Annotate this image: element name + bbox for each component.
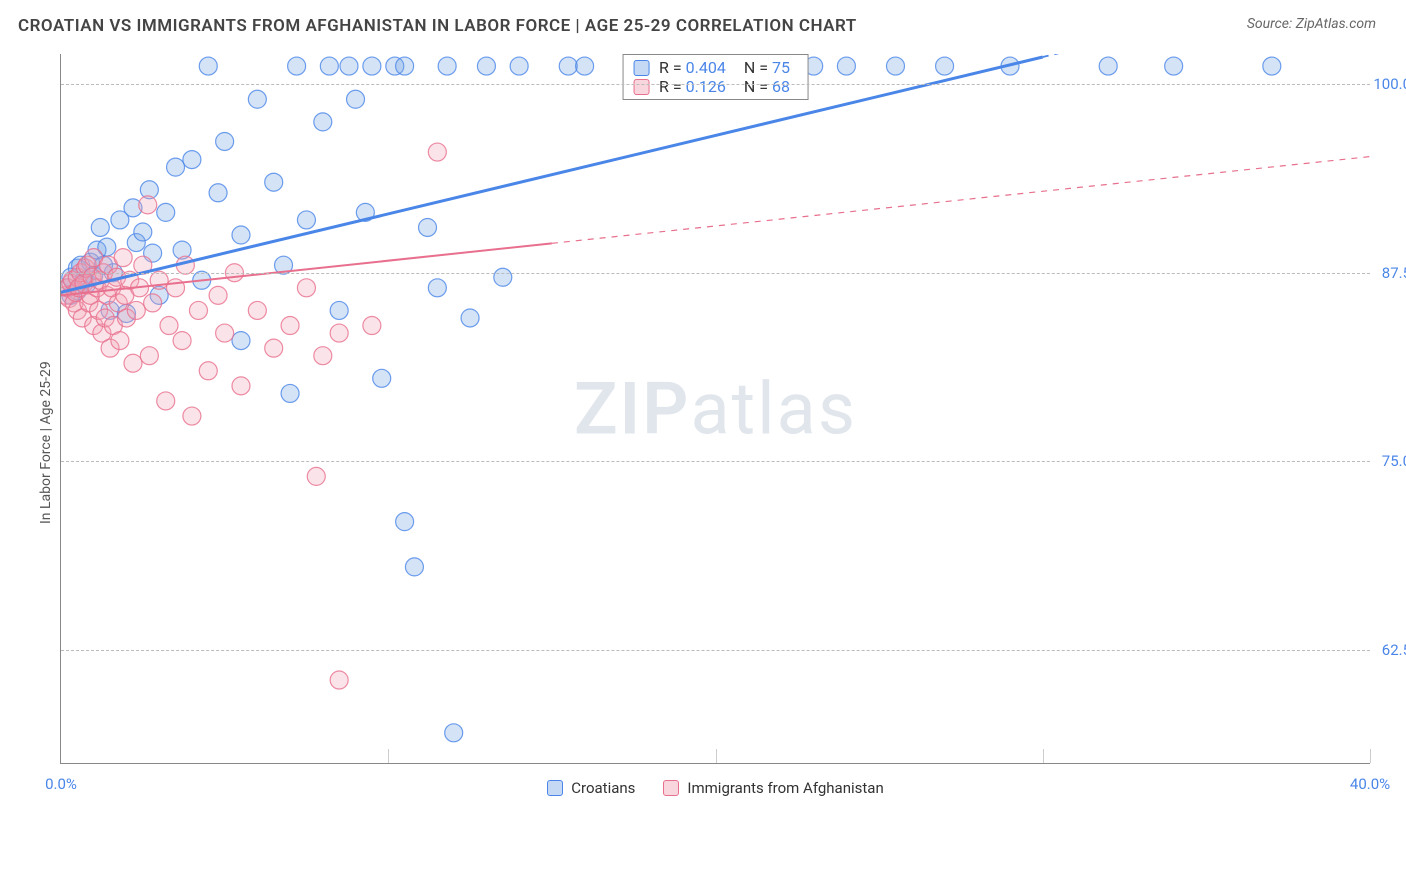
source-attribution: Source: ZipAtlas.com: [1247, 16, 1376, 32]
y-tick-label: 87.5%: [1362, 264, 1406, 282]
chart-header: CROATIAN VS IMMIGRANTS FROM AFGHANISTAN …: [0, 0, 1406, 40]
legend-label: Immigrants from Afghanistan: [687, 779, 883, 797]
legend-stats-text: R = 0.404N = 75: [659, 58, 790, 77]
x-tick-label: 0.0%: [45, 775, 77, 793]
legend-swatch: [547, 780, 563, 796]
legend-item: Immigrants from Afghanistan: [663, 779, 883, 797]
legend-label: Croatians: [571, 779, 635, 797]
y-axis-label: In Labor Force | Age 25-29: [38, 361, 54, 524]
watermark: ZIPatlas: [574, 366, 857, 451]
x-tick-label: 40.0%: [1350, 775, 1390, 793]
chart-svg: [61, 54, 1370, 763]
legend-swatch: [633, 60, 649, 76]
legend-item: Croatians: [547, 779, 635, 797]
plot-area: ZIPatlas R = 0.404N = 75R = 0.126N = 68 …: [60, 54, 1370, 764]
legend-swatch: [663, 780, 679, 796]
y-tick-label: 100.0%: [1362, 75, 1406, 93]
y-tick-label: 75.0%: [1362, 452, 1406, 470]
legend-stats-box: R = 0.404N = 75R = 0.126N = 68: [622, 54, 809, 100]
legend-swatch: [633, 79, 649, 95]
legend-bottom: Croatians Immigrants from Afghanistan: [61, 779, 1370, 797]
chart-title: CROATIAN VS IMMIGRANTS FROM AFGHANISTAN …: [18, 16, 857, 36]
chart-container: In Labor Force | Age 25-29 ZIPatlas R = …: [50, 44, 1380, 804]
legend-stats-text: R = 0.126N = 68: [659, 77, 790, 96]
y-tick-label: 62.5%: [1362, 641, 1406, 659]
